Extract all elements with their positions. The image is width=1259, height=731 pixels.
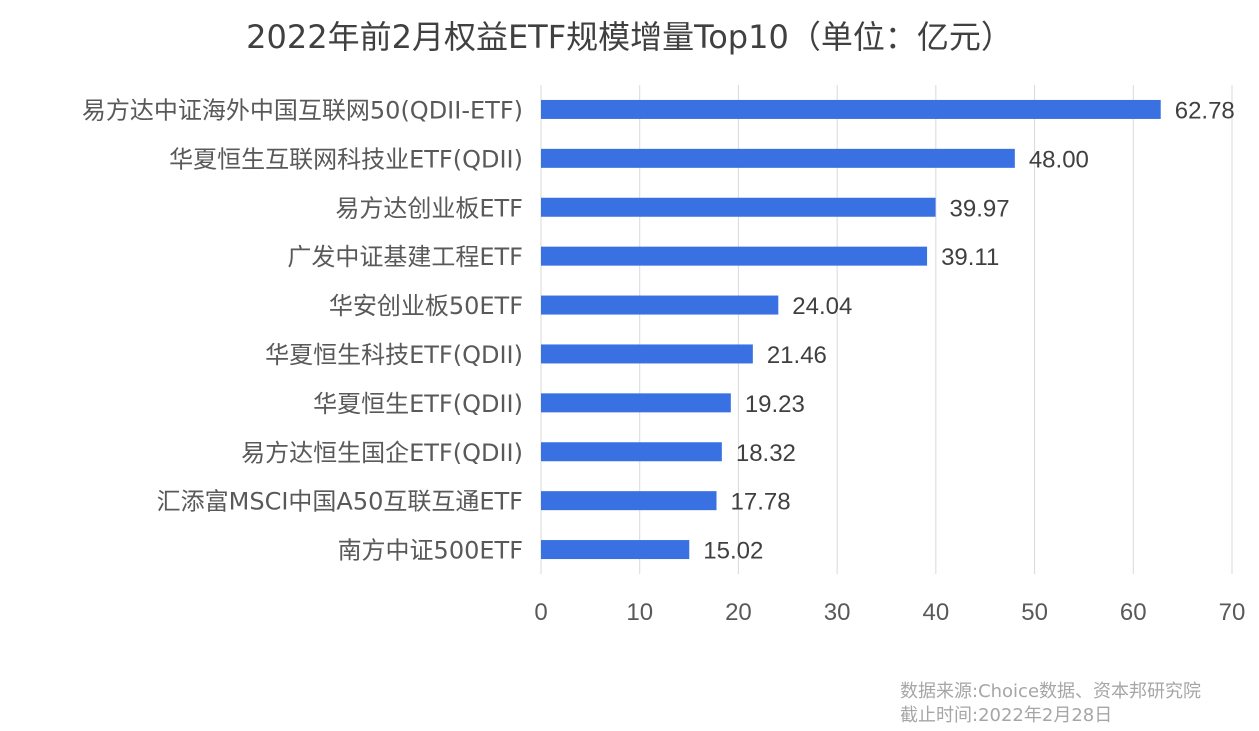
value-label: 17.78 bbox=[731, 489, 791, 516]
value-label: 39.97 bbox=[950, 195, 1010, 222]
category-label: 汇添富MSCI中国A50互联互通ETF bbox=[157, 488, 523, 516]
category-labels: 易方达中证海外中国互联网50(QDII-ETF) 华夏恒生互联网科技业ETF(QD… bbox=[82, 96, 523, 564]
x-tick-label: 70 bbox=[1219, 599, 1246, 626]
bar bbox=[541, 99, 1161, 119]
value-label: 15.02 bbox=[703, 538, 763, 565]
bar bbox=[541, 295, 779, 315]
bar bbox=[541, 246, 928, 266]
category-label: 易方达创业板ETF bbox=[335, 194, 523, 222]
category-label: 广发中证基建工程ETF bbox=[287, 243, 523, 271]
x-tick-labels: 0 10 20 30 40 50 60 70 bbox=[534, 599, 1245, 626]
x-tick-label: 20 bbox=[725, 599, 752, 626]
bar bbox=[541, 393, 731, 413]
value-label: 24.04 bbox=[792, 293, 852, 320]
category-label: 南方中证500ETF bbox=[338, 537, 523, 565]
value-label: 19.23 bbox=[745, 391, 805, 418]
x-tick-label: 30 bbox=[824, 599, 851, 626]
value-label: 62.78 bbox=[1175, 97, 1235, 124]
bar bbox=[541, 491, 717, 511]
x-tick-label: 10 bbox=[626, 599, 653, 626]
category-label: 华夏恒生互联网科技业ETF(QDII) bbox=[169, 145, 523, 173]
value-label: 18.32 bbox=[736, 440, 796, 467]
value-label: 39.11 bbox=[941, 244, 999, 271]
bar bbox=[541, 148, 1015, 168]
data-source-note: 数据来源:Choice数据、资本邦研究院 bbox=[900, 681, 1202, 702]
category-label: 华安创业板50ETF bbox=[329, 292, 523, 320]
x-tick-label: 40 bbox=[923, 599, 950, 626]
bar bbox=[541, 344, 753, 364]
x-tick-label: 0 bbox=[534, 599, 547, 626]
chart-title: 2022年前2月权益ETF规模增量Top10（单位：亿元） bbox=[246, 18, 1013, 56]
category-label: 华夏恒生科技ETF(QDII) bbox=[265, 341, 523, 369]
value-label: 21.46 bbox=[767, 342, 827, 369]
category-label: 易方达恒生国企ETF(QDII) bbox=[241, 439, 523, 467]
category-label: 易方达中证海外中国互联网50(QDII-ETF) bbox=[82, 96, 523, 124]
value-label: 48.00 bbox=[1029, 146, 1089, 173]
bar bbox=[541, 442, 722, 462]
bar bbox=[541, 540, 690, 560]
bars bbox=[541, 99, 1161, 560]
x-tick-label: 50 bbox=[1021, 599, 1048, 626]
cutoff-date-note: 截止时间:2022年2月28日 bbox=[900, 705, 1113, 726]
category-label: 华夏恒生ETF(QDII) bbox=[313, 390, 523, 418]
bar bbox=[541, 197, 936, 217]
x-tick-label: 60 bbox=[1120, 599, 1147, 626]
value-labels: 62.78 48.00 39.97 39.11 24.04 21.46 19.23 18.32… bbox=[703, 97, 1235, 564]
